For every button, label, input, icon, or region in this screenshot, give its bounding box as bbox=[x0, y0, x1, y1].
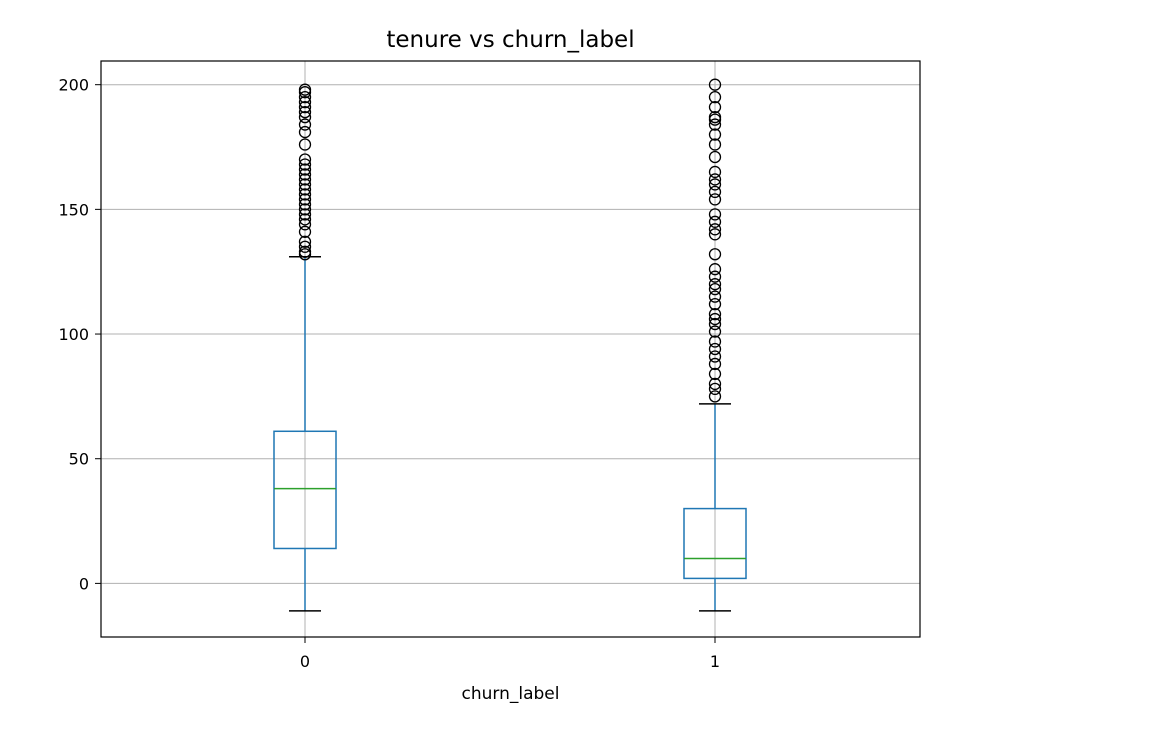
flier-point bbox=[708, 178, 722, 191]
flier-point bbox=[298, 218, 312, 231]
flier-point bbox=[298, 158, 312, 171]
flier-point bbox=[708, 78, 722, 91]
flier-point bbox=[298, 235, 312, 248]
flier-point bbox=[298, 198, 312, 211]
flier-point bbox=[708, 307, 722, 321]
flier-point bbox=[708, 91, 722, 104]
flier-point bbox=[708, 223, 722, 236]
flier-point bbox=[298, 91, 312, 104]
flier-point bbox=[298, 138, 312, 151]
flier-point bbox=[298, 168, 312, 181]
flier-point bbox=[708, 118, 722, 131]
flier-point bbox=[708, 128, 722, 141]
flier-point bbox=[298, 193, 312, 206]
flier-point bbox=[708, 248, 722, 261]
flier-point bbox=[708, 325, 722, 338]
flier-point bbox=[298, 183, 312, 196]
grid-lines bbox=[101, 61, 920, 637]
boxes-layer bbox=[273, 78, 747, 612]
x-tick-label: 1 bbox=[710, 652, 720, 671]
flier-point bbox=[298, 225, 312, 238]
flier-point bbox=[708, 110, 722, 124]
x-tick-label: 0 bbox=[300, 652, 310, 671]
flier-point bbox=[298, 173, 312, 186]
flier-point bbox=[708, 390, 722, 403]
flier-point bbox=[708, 357, 722, 371]
flier-point bbox=[708, 270, 722, 283]
flier-point bbox=[708, 283, 722, 296]
flier-point bbox=[298, 153, 312, 166]
flier-point bbox=[298, 213, 312, 226]
flier-point bbox=[708, 377, 722, 391]
flier-point bbox=[708, 185, 722, 199]
flier-point bbox=[708, 317, 722, 331]
flier-point bbox=[298, 240, 312, 253]
flier-point bbox=[708, 215, 722, 228]
iqr-box bbox=[683, 507, 747, 580]
flier-point bbox=[298, 163, 312, 176]
flier-point bbox=[708, 208, 722, 221]
flier-point bbox=[708, 193, 722, 206]
iqr-box bbox=[273, 430, 337, 550]
flier-point bbox=[708, 367, 722, 381]
axis-ticks: 0 50 100 150 200 0 1 bbox=[58, 76, 720, 671]
flier-point bbox=[708, 290, 722, 303]
flier-point bbox=[708, 263, 722, 276]
flier-point bbox=[298, 118, 312, 131]
flier-point bbox=[298, 83, 312, 96]
flier-point bbox=[708, 138, 722, 151]
y-tick-label: 200 bbox=[58, 76, 89, 95]
flier-point bbox=[708, 350, 722, 363]
flier-point bbox=[708, 165, 722, 179]
y-tick-label: 0 bbox=[79, 574, 89, 593]
flier-point bbox=[708, 342, 722, 356]
flier-point bbox=[298, 178, 312, 191]
flier-point bbox=[298, 203, 312, 216]
flier-point bbox=[708, 297, 722, 311]
flier-point bbox=[708, 173, 722, 186]
box-group-1 bbox=[683, 78, 747, 612]
flier-point bbox=[298, 125, 312, 139]
plot-frame bbox=[100, 60, 921, 638]
chart-title: tenure vs churn_label bbox=[386, 27, 634, 53]
y-tick-label: 100 bbox=[58, 325, 89, 344]
flier-point bbox=[298, 95, 312, 109]
flier-point bbox=[708, 312, 722, 326]
y-tick-label: 50 bbox=[69, 450, 89, 469]
box-group-0 bbox=[273, 83, 337, 612]
x-axis-label: churn_label bbox=[462, 684, 560, 704]
y-tick-label: 150 bbox=[58, 200, 89, 219]
flier-point bbox=[708, 335, 722, 348]
flier-point bbox=[298, 245, 312, 258]
flier-point bbox=[708, 278, 722, 291]
flier-point bbox=[298, 188, 312, 201]
flier-point bbox=[708, 100, 722, 114]
flier-point bbox=[298, 110, 312, 124]
flier-point bbox=[298, 100, 312, 114]
flier-point bbox=[298, 105, 312, 119]
flier-point bbox=[298, 208, 312, 221]
flier-point bbox=[708, 228, 722, 241]
flier-point bbox=[708, 150, 722, 164]
flier-point bbox=[708, 382, 722, 396]
